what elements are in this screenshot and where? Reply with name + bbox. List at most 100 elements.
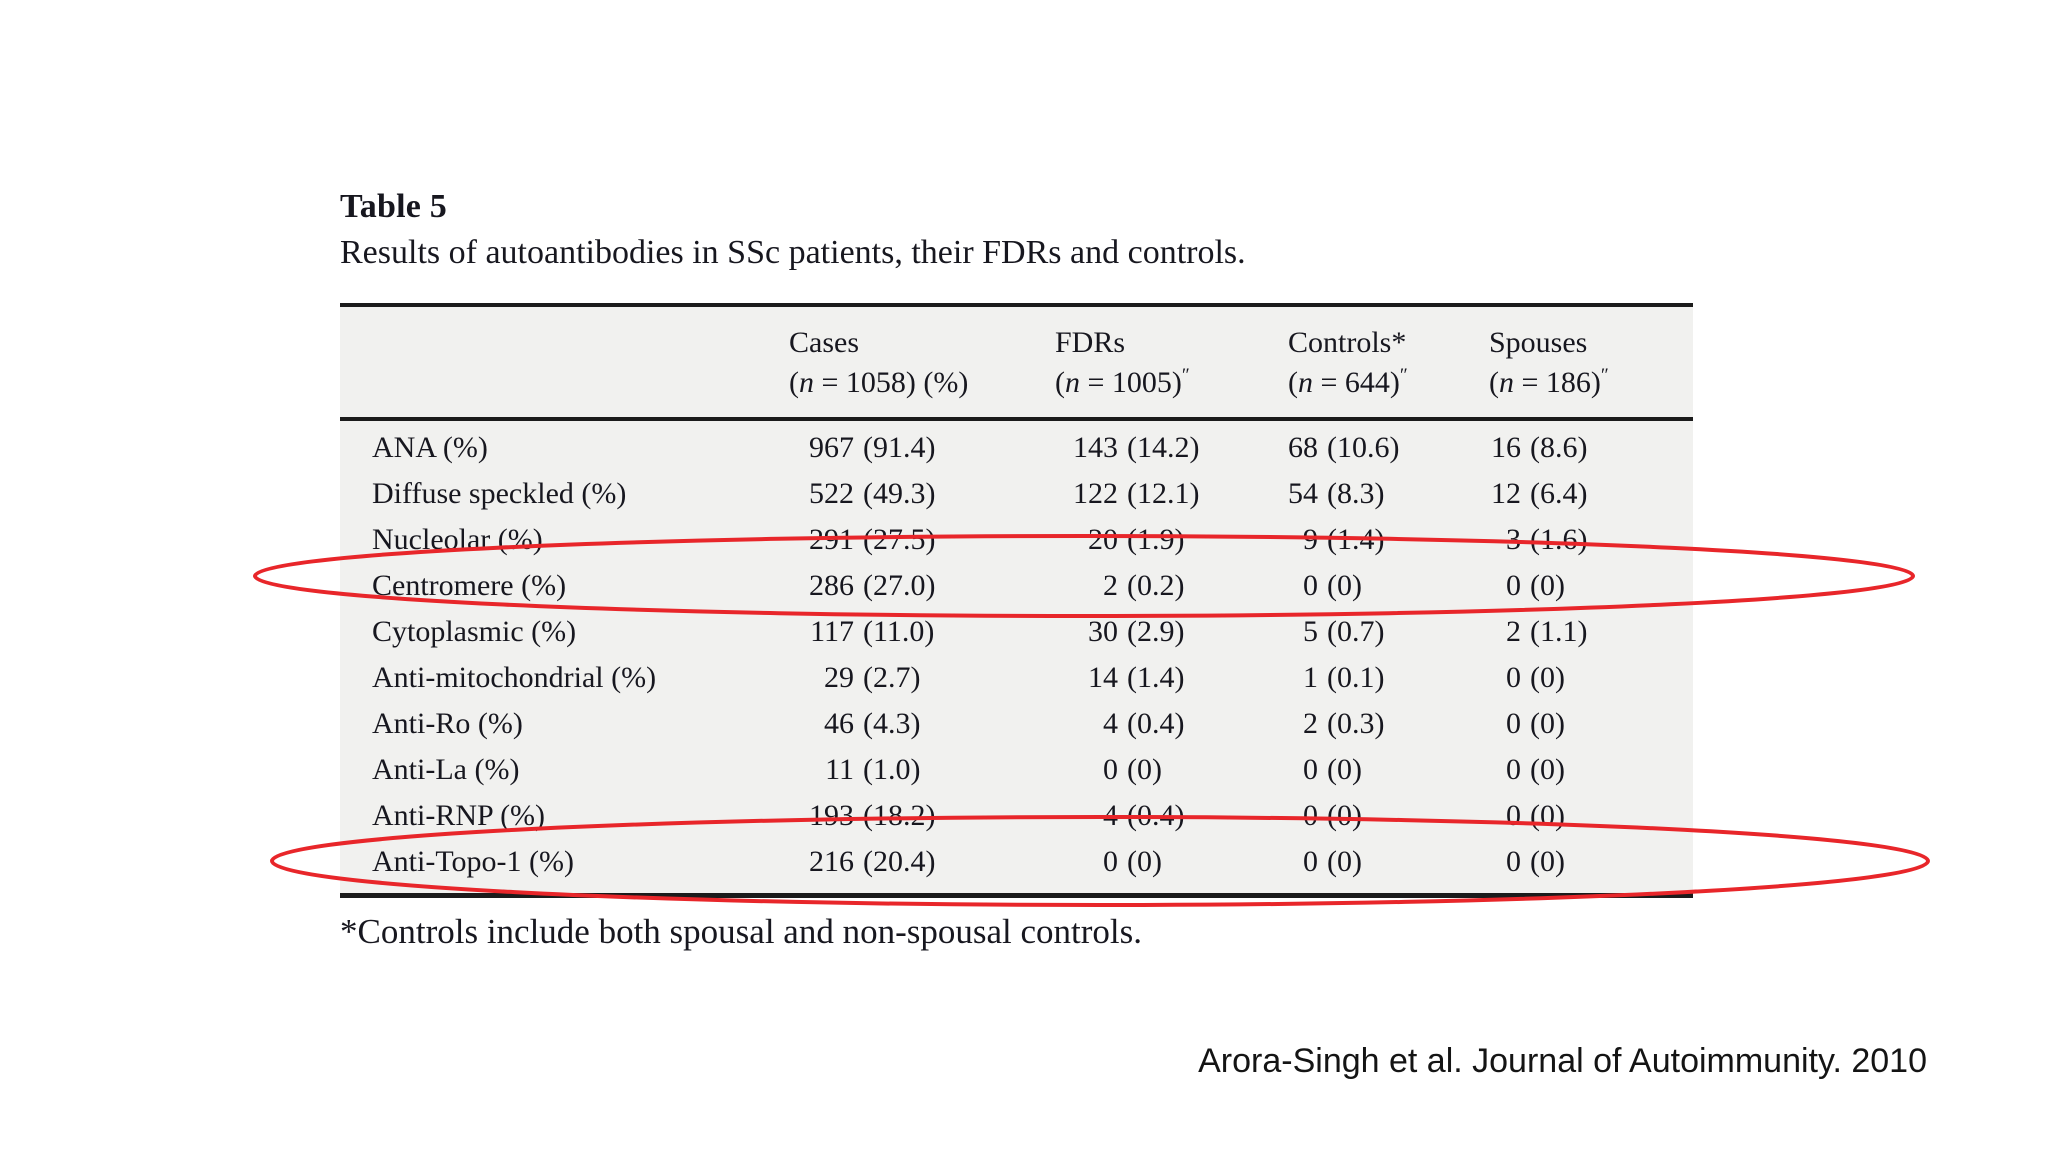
count: 216 [809, 845, 854, 878]
count: 0 [1506, 707, 1521, 740]
row-label: Anti-Topo-1 (%) [372, 845, 575, 878]
row-label: Anti-mitochondrial (%) [372, 661, 657, 694]
percentage: (0) [1327, 569, 1362, 602]
fdrs-value-cell: 143 (14.2) [1055, 431, 1288, 465]
column-header-label: Spouses [1489, 326, 1588, 359]
spouses-value-cell: 3 (1.6) [1489, 523, 1693, 557]
fdrs-value-cell: 20 (1.9) [1055, 523, 1288, 557]
table-row: Cytoplasmic (%) 117 (11.0) 30 (2.9) 5 (0.7) 2 (1… [340, 609, 1693, 655]
footnote-marker: ″ [1600, 365, 1609, 386]
table-row: Anti-Ro (%) 46 (4.3) 4 (0.4) 2 (0.3) 0 (0) [340, 701, 1693, 747]
fdrs-value-cell: 0 (0) [1055, 845, 1288, 879]
controls-value-cell: 0 (0) [1288, 845, 1489, 879]
spouses-value-cell: 0 (0) [1489, 661, 1693, 695]
percentage: (20.4) [863, 845, 936, 878]
count: 29 [824, 661, 854, 694]
column-header-subtitle: (n = 1058) (%) [789, 366, 969, 399]
row-label: Anti-RNP (%) [372, 799, 546, 832]
cases-value-cell: 117 (11.0) [789, 615, 1055, 649]
percentage: (2.7) [863, 661, 921, 694]
fdrs-value-cell: 4 (0.4) [1055, 707, 1288, 741]
cases-value-cell: 216 (20.4) [789, 845, 1055, 879]
percentage: (1.9) [1127, 523, 1185, 556]
percentage: (1.0) [863, 753, 921, 786]
row-label: Nucleolar (%) [372, 523, 543, 556]
table-title: Table 5 [340, 188, 447, 225]
count: 5 [1303, 615, 1318, 648]
controls-value-cell: 68 (10.6) [1288, 431, 1489, 465]
percentage: (1.4) [1327, 523, 1385, 556]
percentage: (0) [1327, 845, 1362, 878]
column-header-subtitle: (n = 186)″ [1489, 365, 1609, 399]
count: 46 [824, 707, 854, 740]
table-row: Centromere (%) 286 (27.0) 2 (0.2) 0 (0) 0 (0) [340, 563, 1693, 609]
count: 0 [1506, 569, 1521, 602]
count: 0 [1506, 799, 1521, 832]
count: 193 [809, 799, 854, 832]
controls-value-cell: 0 (0) [1288, 569, 1489, 603]
controls-value-cell: 5 (0.7) [1288, 615, 1489, 649]
cases-value-cell: 522 (49.3) [789, 477, 1055, 511]
footnote-marker: ″ [1399, 365, 1408, 386]
count: 1 [1303, 661, 1318, 694]
table-body: ANA (%) 967 (91.4) 143 (14.2) 68 (10.6) 16 (8.6)… [340, 421, 1693, 893]
percentage: (1.1) [1530, 615, 1588, 648]
fdrs-value-cell: 2 (0.2) [1055, 569, 1288, 603]
count: 0 [1303, 799, 1318, 832]
percentage: (0.2) [1127, 569, 1185, 602]
count: 143 [1073, 431, 1118, 464]
count: 68 [1288, 431, 1318, 464]
percentage: (8.3) [1327, 477, 1385, 510]
percentage: (1.4) [1127, 661, 1185, 694]
percentage: (18.2) [863, 799, 936, 832]
cases-value-cell: 967 (91.4) [789, 431, 1055, 465]
percentage: (0.3) [1327, 707, 1385, 740]
percentage: (2.9) [1127, 615, 1185, 648]
cases-value-cell: 193 (18.2) [789, 799, 1055, 833]
count: 291 [809, 523, 854, 556]
fdrs-value-cell: 0 (0) [1055, 753, 1288, 787]
count: 4 [1103, 707, 1118, 740]
percentage: (4.3) [863, 707, 921, 740]
count: 14 [1088, 661, 1118, 694]
column-header-controls: Controls* (n = 644)″ [1288, 323, 1489, 403]
count: 11 [825, 753, 854, 786]
column-header-label: Cases [789, 326, 859, 359]
spouses-value-cell: 0 (0) [1489, 845, 1693, 879]
cases-value-cell: 29 (2.7) [789, 661, 1055, 695]
spouses-value-cell: 0 (0) [1489, 799, 1693, 833]
column-header-fdrs: FDRs (n = 1005)″ [1055, 323, 1288, 403]
count: 54 [1288, 477, 1318, 510]
percentage: (14.2) [1127, 431, 1200, 464]
row-label: Anti-Ro (%) [372, 707, 523, 740]
count: 12 [1491, 477, 1521, 510]
cases-value-cell: 11 (1.0) [789, 753, 1055, 787]
cases-value-cell: 291 (27.5) [789, 523, 1055, 557]
percentage: (91.4) [863, 431, 936, 464]
column-header-label [340, 323, 789, 403]
count: 3 [1506, 523, 1521, 556]
table-row: ANA (%) 967 (91.4) 143 (14.2) 68 (10.6) 16 (8.6) [340, 425, 1693, 471]
percentage: (0) [1530, 799, 1565, 832]
column-header-cases: Cases (n = 1058) (%) [789, 323, 1055, 403]
spouses-value-cell: 12 (6.4) [1489, 477, 1693, 511]
percentage: (0.1) [1327, 661, 1385, 694]
controls-value-cell: 2 (0.3) [1288, 707, 1489, 741]
count: 0 [1506, 753, 1521, 786]
percentage: (27.5) [863, 523, 936, 556]
percentage: (0) [1530, 753, 1565, 786]
spouses-value-cell: 2 (1.1) [1489, 615, 1693, 649]
row-label: ANA (%) [372, 431, 488, 464]
percentage: (0) [1127, 845, 1162, 878]
controls-value-cell: 54 (8.3) [1288, 477, 1489, 511]
column-header-subtitle: (n = 644)″ [1288, 365, 1408, 399]
count: 0 [1103, 753, 1118, 786]
fdrs-value-cell: 30 (2.9) [1055, 615, 1288, 649]
percentage: (0) [1530, 707, 1565, 740]
percentage: (0) [1327, 753, 1362, 786]
count: 2 [1303, 707, 1318, 740]
column-header-label: Controls* [1288, 326, 1407, 359]
count: 16 [1491, 431, 1521, 464]
count: 2 [1506, 615, 1521, 648]
count: 30 [1088, 615, 1118, 648]
